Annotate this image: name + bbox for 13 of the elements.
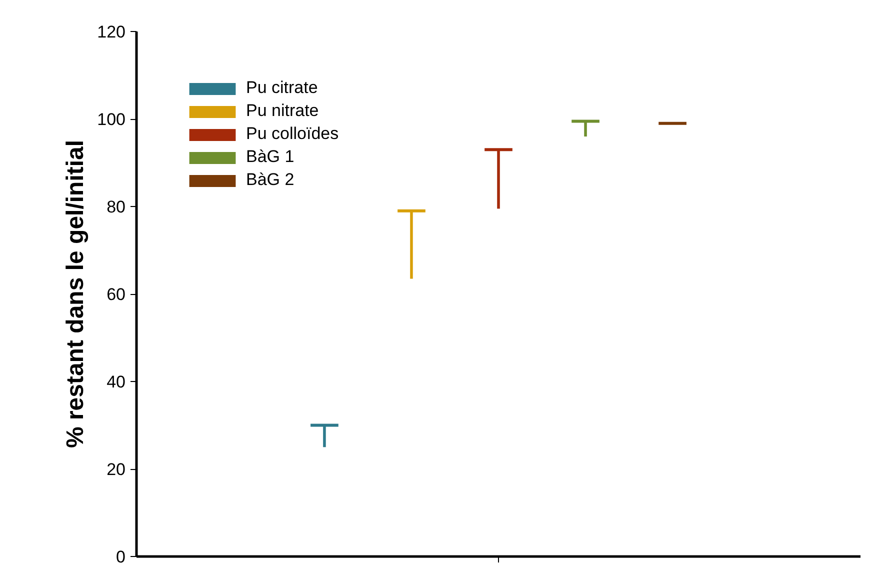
y-tick-label: 80	[106, 198, 126, 216]
legend-label: Pu citrate	[246, 78, 318, 98]
y-tick-label: 0	[116, 548, 126, 564]
y-tick-label: 20	[106, 460, 126, 479]
y-tick-label: 120	[97, 22, 126, 42]
legend-label: BàG 2	[246, 170, 294, 190]
y-tick-label: 40	[106, 372, 126, 392]
y-tick-label: 100	[97, 110, 126, 129]
y-tick-label: 60	[106, 285, 126, 304]
y-axis-title: % restant dans le gel/initial	[62, 140, 90, 448]
legend-label: BàG 1	[246, 147, 294, 167]
legend-label: Pu nitrate	[246, 101, 319, 121]
legend-label: Pu colloïdes	[246, 124, 339, 144]
